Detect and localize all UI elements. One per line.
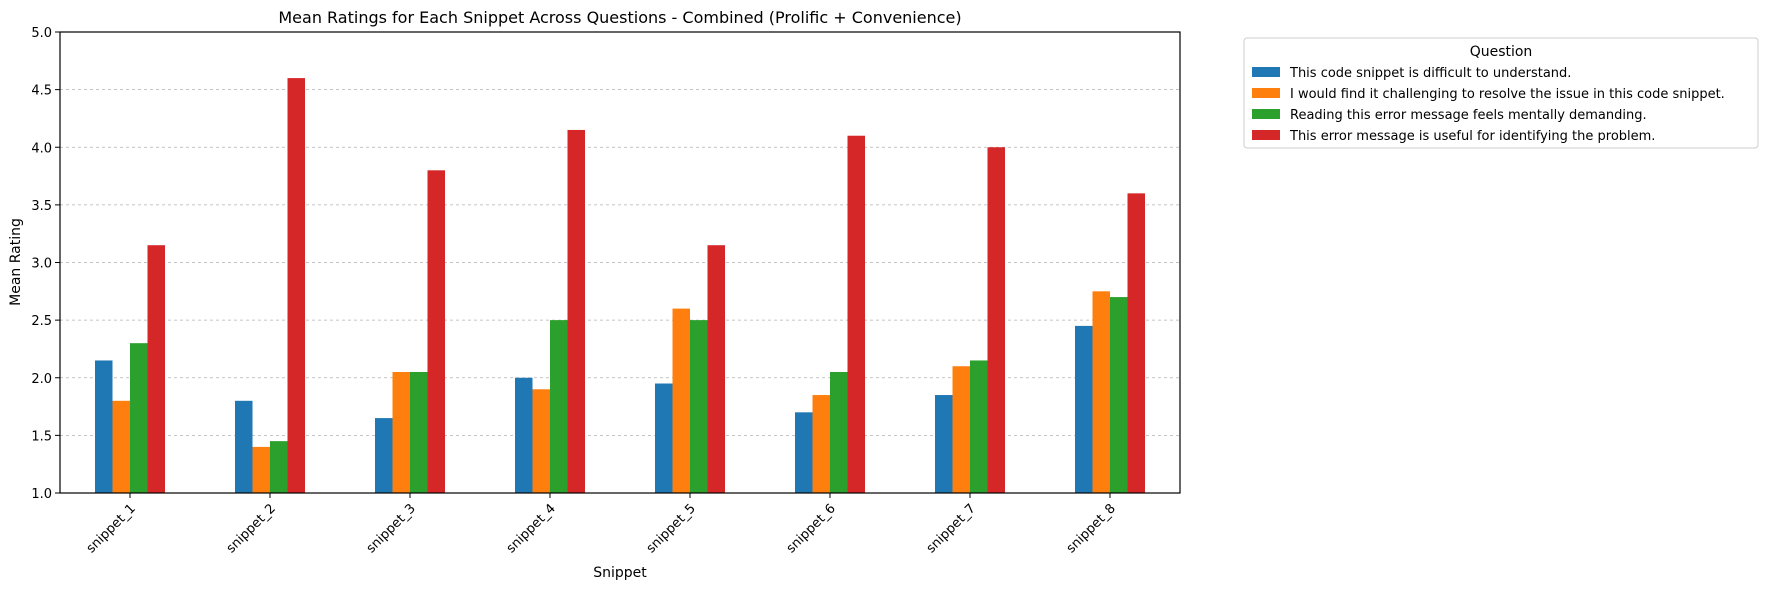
legend-label-1: This code snippet is difficult to unders… [1289,66,1571,81]
legend-swatch-4 [1252,130,1280,140]
bar-snippet_2-series-4 [287,78,305,493]
y-tick-label: 4.0 [31,141,52,156]
bar-snippet_8-series-2 [1092,291,1110,493]
y-tick-label: 1.0 [31,487,52,502]
bar-snippet_3-series-1 [375,418,393,493]
legend-label-4: This error message is useful for identif… [1289,129,1655,144]
bar-snippet_5-series-3 [690,320,708,493]
bar-snippet_7-series-4 [987,147,1005,493]
y-tick-label: 3.5 [31,199,52,214]
bar-snippet_4-series-3 [550,320,568,493]
bar-snippet_6-series-3 [830,371,848,493]
legend-swatch-3 [1252,109,1280,119]
x-axis-label: Snippet [593,565,647,581]
x-tick-label: snippet_3 [364,501,419,556]
bar-snippet_6-series-4 [847,135,865,493]
x-tick-label: snippet_8 [1064,501,1119,556]
y-axis: 1.0 1.5 2.0 2.5 3.0 3.5 4.0 4.5 5.0 [31,26,60,502]
bar-snippet_8-series-4 [1127,193,1145,493]
chart-title: Mean Ratings for Each Snippet Across Que… [278,8,961,27]
bar-snippet_6-series-1 [795,412,813,493]
x-tick-label: snippet_4 [504,501,559,556]
bar-snippet_5-series-1 [655,383,673,493]
x-tick-label: snippet_5 [644,501,699,556]
bar-snippet_2-series-3 [270,441,288,493]
bar-snippet_3-series-4 [427,170,445,494]
legend-swatch-2 [1252,88,1280,98]
bar-snippet_5-series-4 [707,245,725,493]
x-tick-label: snippet_7 [924,501,979,556]
legend-label-3: Reading this error message feels mentall… [1290,108,1647,123]
grid-lines [60,89,1180,436]
bar-snippet_7-series-1 [935,395,953,493]
legend-swatch-1 [1252,67,1280,77]
bars [95,78,1145,494]
y-tick-label: 2.0 [31,372,52,387]
y-tick-label: 2.5 [31,314,52,329]
x-tick-label: snippet_2 [224,501,279,556]
bar-snippet_4-series-4 [567,129,585,493]
x-tick-label: snippet_1 [84,501,139,556]
bar-snippet_1-series-3 [130,343,148,493]
bar-snippet_7-series-2 [952,366,970,493]
bar-snippet_8-series-1 [1075,325,1093,493]
y-tick-label: 5.0 [31,26,52,41]
legend-label-2: I would find it challenging to resolve t… [1290,87,1725,102]
bar-snippet_4-series-2 [532,389,550,493]
x-axis: snippet_1 snippet_2 snippet_3 snippet_4 snip… [84,493,1119,556]
bar-snippet_1-series-1 [95,360,113,493]
bar-snippet_4-series-1 [515,377,533,493]
bar-snippet_8-series-3 [1110,297,1128,493]
legend-title: Question [1470,44,1533,60]
bar-snippet_2-series-1 [235,400,253,493]
x-tick-label: snippet_6 [784,501,839,556]
bar-snippet_7-series-3 [970,360,988,493]
bar-snippet_3-series-3 [410,371,428,493]
y-tick-label: 1.5 [31,429,52,444]
bar-snippet_5-series-2 [672,308,690,493]
y-tick-label: 3.0 [31,257,52,272]
legend: Question This code snippet is difficult … [1243,37,1759,149]
y-axis-label: Mean Rating [8,218,24,306]
bar-snippet_3-series-2 [392,371,410,493]
y-tick-label: 4.5 [31,84,52,99]
bar-snippet_1-series-4 [147,245,165,493]
legend-box [1243,37,1759,149]
bar-snippet_1-series-2 [112,400,130,493]
bar-snippet_2-series-2 [252,446,270,493]
bar-snippet_6-series-2 [812,395,830,493]
